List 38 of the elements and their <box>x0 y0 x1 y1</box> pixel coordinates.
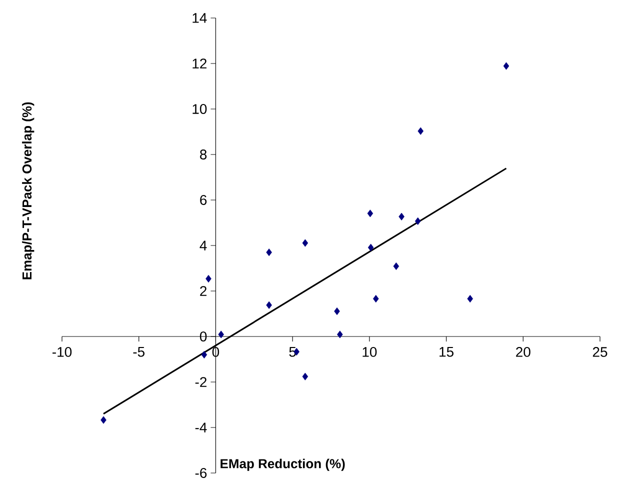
point <box>334 307 340 316</box>
point <box>302 239 308 247</box>
point <box>201 350 208 358</box>
y-tick-label: 4 <box>200 240 207 250</box>
point <box>418 127 424 135</box>
y-tick-label: 8 <box>200 150 207 160</box>
point <box>398 212 404 220</box>
point <box>100 416 106 424</box>
x-tick-label: 15 <box>440 347 454 357</box>
x-tick-label: -5 <box>133 347 144 357</box>
x-axis-title: EMap Reduction (%) <box>220 458 345 471</box>
y-tick-label: 12 <box>192 58 206 68</box>
y-tick-label: 14 <box>192 13 207 23</box>
y-axis-title: Emap/P-T-VPack Overlap (%) <box>22 102 34 280</box>
point <box>372 294 379 303</box>
point <box>266 301 272 309</box>
y-tick-label: -6 <box>195 468 207 478</box>
y-tick-label: 6 <box>200 195 207 205</box>
point <box>368 244 374 252</box>
point <box>367 210 374 218</box>
y-tick-label: 10 <box>192 104 207 114</box>
y-tick-label: -2 <box>195 377 206 387</box>
point <box>467 294 474 303</box>
point <box>503 62 510 70</box>
point <box>302 372 308 380</box>
y-tick-label: 2 <box>200 286 206 296</box>
point <box>218 330 224 338</box>
y-tick-label: -4 <box>195 422 207 432</box>
point <box>206 274 212 283</box>
y-tick-label: 0 <box>200 332 207 342</box>
x-tick-label: 10 <box>362 347 377 357</box>
x-tick-label: 25 <box>592 347 608 357</box>
x-tick-label: -10 <box>52 347 72 357</box>
x-tick-label: 20 <box>516 347 530 357</box>
point <box>393 262 400 270</box>
point <box>266 248 272 256</box>
point <box>414 217 421 225</box>
point <box>337 330 343 338</box>
